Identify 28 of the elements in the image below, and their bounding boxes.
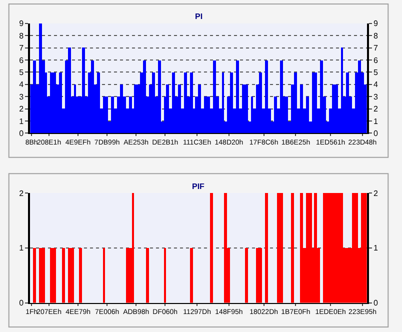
chart-title: PI: [195, 12, 203, 21]
y2-tick-label: 8: [373, 31, 378, 40]
y-tick-label: 4: [19, 80, 24, 90]
y-tick-label: 1: [19, 116, 24, 126]
y-tick-label: 6: [19, 56, 24, 65]
y-tick-label: 2: [19, 188, 24, 198]
y-tick-label: 1: [19, 244, 24, 253]
y-tick-label: 2: [19, 104, 24, 114]
y-tick-label: 3: [19, 92, 24, 102]
y2-tick-label: 3: [373, 92, 378, 102]
y2-tick-label: 0: [373, 298, 378, 308]
y2-tick-label: 1: [373, 244, 378, 253]
y2-tick-label: 0: [373, 129, 378, 138]
y2-tick-label: 5: [373, 68, 378, 77]
y2-tick-label: 1: [373, 116, 378, 126]
y2-tick-label: 9: [373, 19, 378, 28]
y-tick-label: 7: [19, 44, 24, 53]
y2-tick-label: 2: [373, 104, 378, 114]
y2-tick-label: 2: [373, 188, 378, 198]
y-tick-label: 0: [19, 129, 24, 138]
y2-tick-label: 7: [373, 44, 378, 53]
y2-tick-label: 4: [373, 80, 378, 90]
chart-title: PIF: [192, 182, 205, 191]
y-tick-label: 0: [19, 298, 24, 308]
y-tick-label: 5: [19, 68, 24, 77]
y-tick-label: 8: [19, 31, 24, 40]
y2-tick-label: 6: [373, 56, 378, 65]
y-tick-label: 9: [19, 19, 24, 28]
